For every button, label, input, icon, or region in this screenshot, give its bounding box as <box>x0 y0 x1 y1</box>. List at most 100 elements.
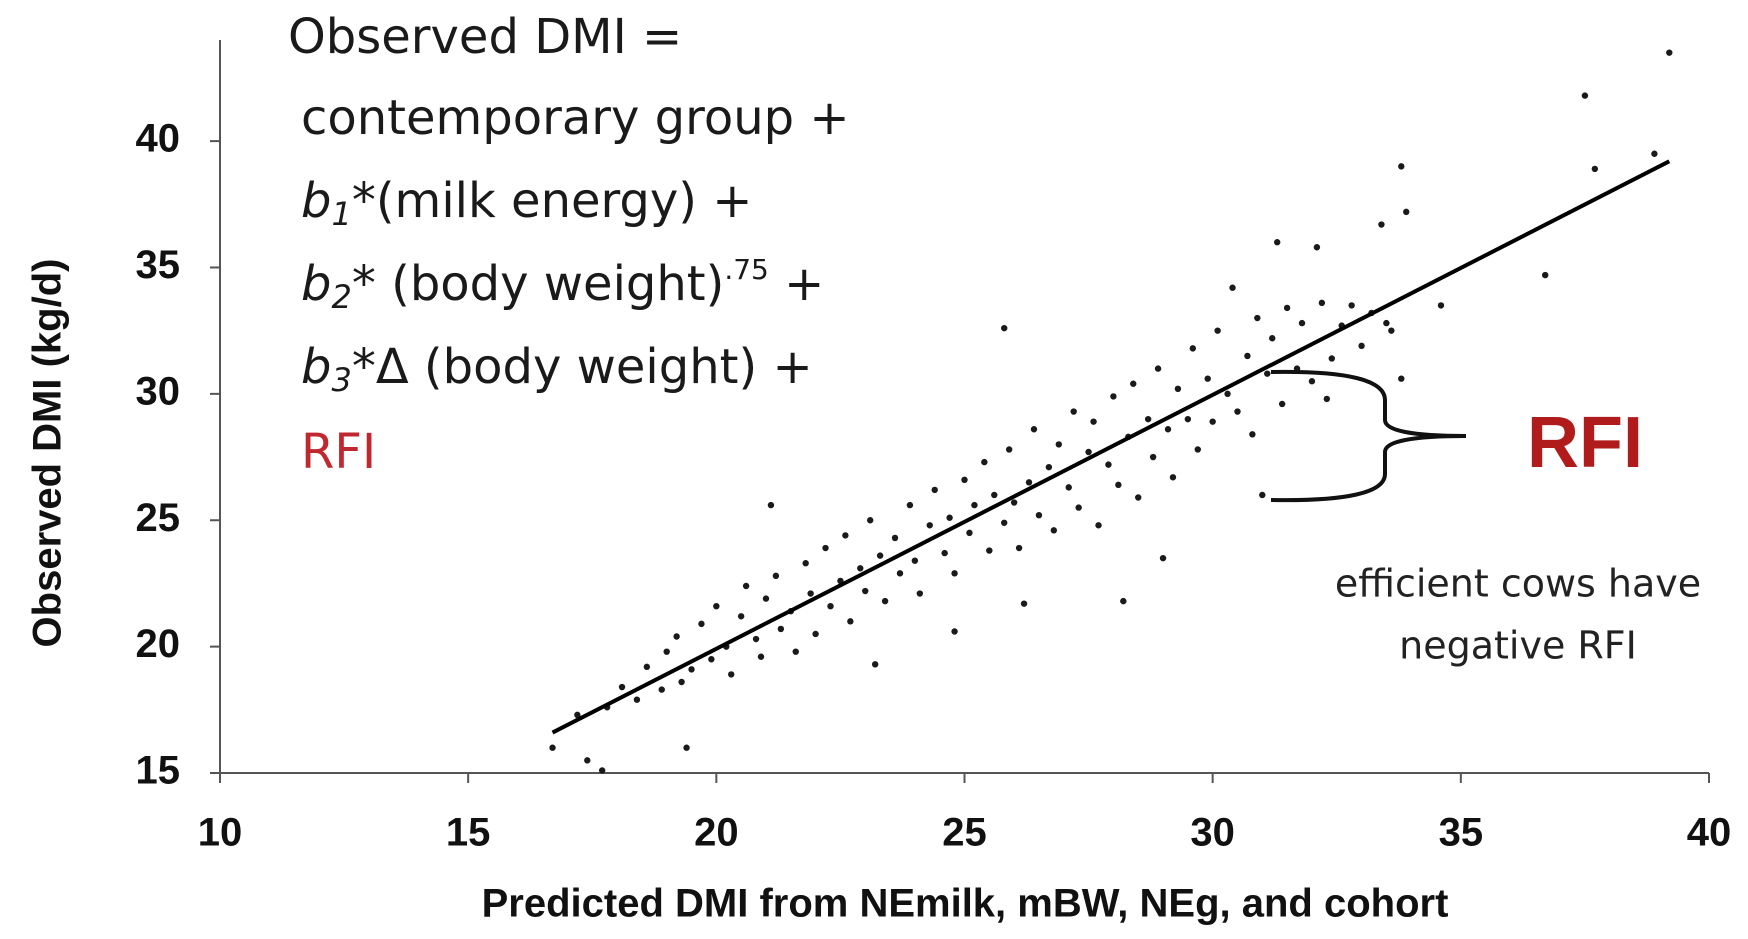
coef: b <box>301 339 331 395</box>
point <box>1090 418 1097 425</box>
brace <box>1270 369 1467 503</box>
point <box>752 635 760 643</box>
coef: b <box>301 256 331 312</box>
x-tick-label: 20 <box>694 811 739 855</box>
formula-line: contemporary group + <box>301 90 850 146</box>
point <box>981 458 988 466</box>
point <box>698 620 705 628</box>
point <box>762 595 770 602</box>
point <box>1666 49 1673 56</box>
formula-line: b3*Δ (body weight) + <box>301 339 813 399</box>
point <box>961 476 968 483</box>
point <box>708 656 715 663</box>
point <box>1651 150 1658 157</box>
point <box>951 628 958 635</box>
point <box>842 532 849 539</box>
point <box>966 529 973 537</box>
subscript: 3 <box>331 361 351 399</box>
point <box>1398 375 1405 382</box>
point <box>807 590 814 597</box>
point <box>891 534 899 542</box>
point <box>986 547 993 554</box>
point <box>1095 522 1102 529</box>
point <box>906 501 914 509</box>
point <box>876 552 884 559</box>
y-tick-label: 40 <box>136 117 181 161</box>
point <box>1244 352 1251 360</box>
point <box>742 582 750 590</box>
y-tick-label: 25 <box>136 496 181 540</box>
point <box>574 711 581 719</box>
point <box>1135 494 1142 501</box>
point <box>1030 426 1038 433</box>
point <box>643 663 651 671</box>
point <box>1234 408 1241 415</box>
point <box>1591 165 1599 173</box>
point <box>871 661 879 668</box>
point <box>713 602 720 610</box>
point <box>971 501 978 509</box>
point <box>862 587 869 595</box>
formula-line: b1*(milk energy) + <box>301 173 753 233</box>
point <box>1388 327 1395 334</box>
point <box>802 560 809 567</box>
point <box>1204 375 1211 382</box>
point <box>1035 511 1043 519</box>
point <box>941 549 948 557</box>
x-tick-label: 10 <box>198 811 243 855</box>
superscript: .75 <box>724 253 769 286</box>
subscript: 2 <box>331 278 351 316</box>
point <box>1269 335 1276 342</box>
point <box>1273 239 1281 246</box>
formula-rfi: RFI <box>301 424 376 480</box>
rfi-label: RFI <box>1527 403 1643 483</box>
point <box>1278 400 1286 408</box>
point <box>866 517 874 524</box>
point <box>1229 284 1236 291</box>
point <box>1224 390 1231 398</box>
point <box>1542 271 1549 279</box>
point <box>1110 393 1117 400</box>
point <box>1174 385 1182 393</box>
point <box>822 544 829 552</box>
formula-text: *(milk energy) + <box>352 173 753 229</box>
point <box>1189 345 1197 352</box>
point <box>1055 441 1063 448</box>
point <box>926 522 933 529</box>
point <box>1214 327 1221 334</box>
note: negative RFI <box>1399 624 1637 668</box>
point <box>1283 304 1291 312</box>
y-tick-label: 30 <box>136 369 181 413</box>
point <box>673 633 680 640</box>
formula-text: * (body weight) <box>352 256 725 312</box>
point <box>827 602 834 610</box>
x-tick-label: 40 <box>1687 811 1732 855</box>
point <box>1358 342 1365 350</box>
y-tick-label: 35 <box>136 243 181 287</box>
point <box>584 757 591 764</box>
point <box>772 572 780 580</box>
point <box>931 486 938 494</box>
point <box>1298 319 1306 327</box>
point <box>1249 431 1256 438</box>
point <box>777 625 785 633</box>
point <box>728 671 735 678</box>
point <box>792 648 799 655</box>
point <box>1025 479 1033 486</box>
point <box>1120 597 1127 605</box>
point <box>1323 395 1331 403</box>
point <box>1209 418 1216 425</box>
point <box>1378 221 1385 228</box>
point <box>847 618 854 625</box>
regression-line <box>551 159 1671 735</box>
point <box>911 557 919 564</box>
point <box>991 491 998 499</box>
y-tick-label: 20 <box>136 622 181 666</box>
point <box>1308 378 1316 385</box>
point <box>1437 302 1445 309</box>
point <box>598 767 606 774</box>
point <box>1254 314 1261 322</box>
point <box>757 653 765 660</box>
point <box>1403 208 1410 216</box>
